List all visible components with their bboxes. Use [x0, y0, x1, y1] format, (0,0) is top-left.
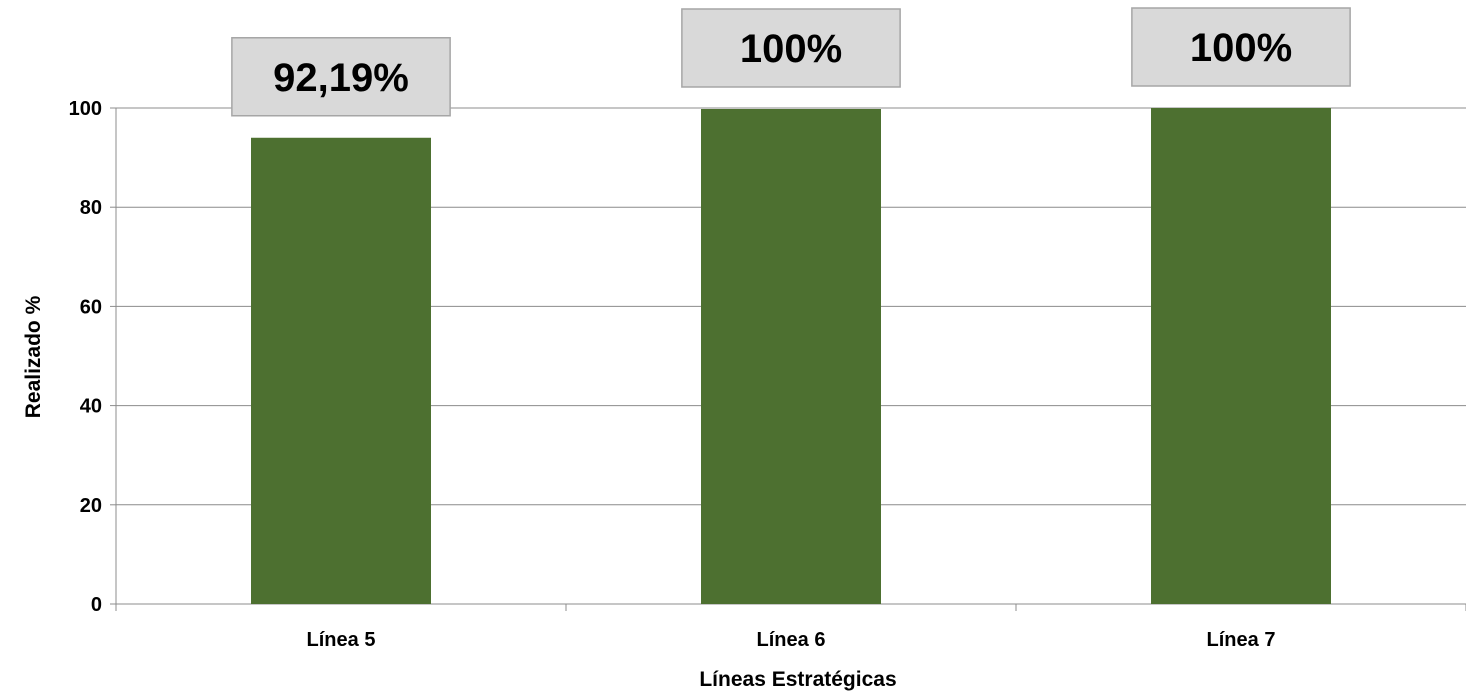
y-tick-label: 20 [80, 495, 102, 517]
x-tick-label: Línea 7 [1207, 629, 1276, 651]
data-labels: 92,19% 100% 100% [231, 7, 1351, 117]
bar-2 [701, 108, 881, 604]
x-axis-title: Líneas Estratégicas [699, 668, 896, 691]
bar-3 [1151, 108, 1331, 604]
y-tick-label: 40 [80, 396, 102, 418]
data-label-box [231, 37, 451, 117]
data-label: 100% [740, 27, 842, 71]
y-tick-label: 0 [91, 594, 102, 616]
x-tick-label: Línea 6 [757, 629, 826, 651]
data-label: 100% [1190, 26, 1292, 70]
data-label-box [681, 8, 901, 88]
data-label-box [1131, 7, 1351, 87]
y-tick-label: 80 [80, 197, 102, 219]
bars [251, 108, 1331, 604]
y-tick-label: 60 [80, 296, 102, 318]
x-tick-label: Línea 5 [307, 629, 376, 651]
data-label: 92,19% [273, 56, 409, 100]
y-axis-title: Realizado % [22, 295, 45, 418]
y-tick-label: 100 [69, 98, 102, 120]
bar-1 [251, 137, 431, 604]
